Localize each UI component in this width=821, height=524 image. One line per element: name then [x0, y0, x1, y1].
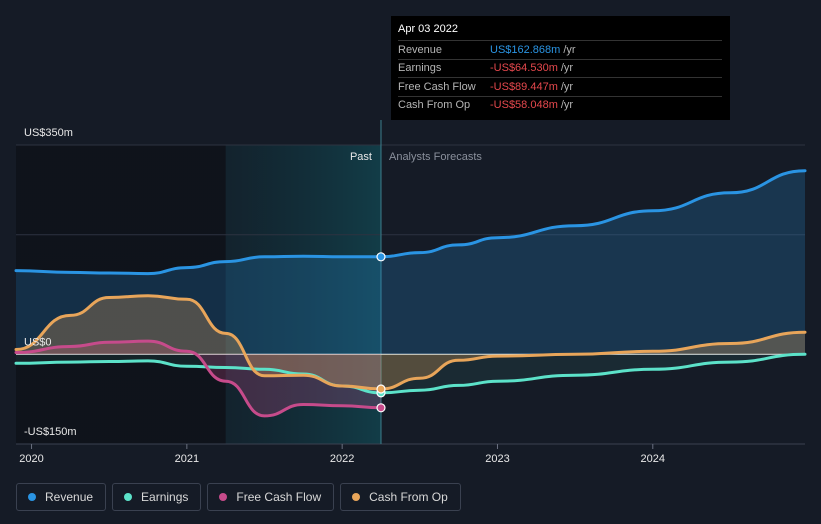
y-label-bottom: -US$150m [24, 426, 77, 438]
legend-item-free-cash-flow[interactable]: Free Cash Flow [207, 483, 335, 511]
legend-dot-icon [352, 493, 361, 501]
tooltip-value: -US$58.048m [490, 99, 558, 112]
x-tick-label: 2022 [330, 453, 354, 465]
area-earnings [16, 354, 805, 393]
tooltip-label: Free Cash Flow [398, 80, 476, 93]
legend-dot-icon [219, 493, 228, 501]
tooltip-unit: /yr [560, 80, 574, 93]
marker-revenue [376, 252, 386, 262]
legend-item-earnings[interactable]: Earnings [112, 483, 202, 511]
tooltip-unit: /yr [560, 62, 574, 75]
legend-label: Revenue [45, 490, 94, 504]
tooltip: Apr 03 2022 Revenue US$162.868m /yr Earn… [391, 16, 730, 120]
marker-cfo [376, 384, 386, 394]
tooltip-label: Revenue [398, 43, 443, 56]
x-tick-label: 2024 [641, 453, 665, 465]
y-label-top: US$350m [24, 127, 73, 139]
x-tick-label: 2020 [19, 453, 43, 465]
tooltip-value: -US$89.447m [490, 80, 558, 93]
legend-label: Cash From Op [369, 490, 448, 504]
line-fcf [14, 339, 383, 418]
highlight-region-shade [225, 145, 381, 444]
tooltip-label: Earnings [398, 62, 442, 75]
tooltip-row-free-cash-flow: Free Cash Flow -US$89.447m /yr [398, 77, 722, 96]
tooltip-label: Cash From Op [398, 99, 471, 112]
tooltip-value: -US$64.530m [490, 62, 558, 75]
marker-fcf [376, 403, 386, 413]
legend-label: Free Cash Flow [236, 490, 322, 504]
area-fcf [16, 341, 381, 416]
legend-dot-icon [124, 493, 133, 501]
tooltip-value: US$162.868m [490, 43, 561, 56]
tooltip-date: Apr 03 2022 [398, 23, 458, 35]
line-cfo [14, 294, 807, 391]
tooltip-row-earnings: Earnings -US$64.530m /yr [398, 58, 722, 78]
legend-dot-icon [28, 493, 36, 501]
tooltip-unit: /yr [560, 99, 574, 112]
past-label: Past [350, 151, 372, 163]
y-label-zero: US$0 [24, 336, 52, 348]
forecast-label: Analysts Forecasts [389, 151, 482, 163]
x-tick-label: 2021 [175, 453, 199, 465]
legend-label: Earnings [141, 490, 189, 504]
area-cfo [16, 295, 805, 389]
x-tick-label: 2023 [485, 453, 509, 465]
legend-item-cash-from-op[interactable]: Cash From Op [340, 483, 461, 511]
legend: Revenue Earnings Free Cash Flow Cash Fro… [16, 483, 461, 511]
legend-item-revenue[interactable]: Revenue [16, 483, 107, 511]
past-region-shade [16, 145, 226, 444]
tooltip-row-cash-from-op: Cash From Op -US$58.048m /yr [398, 95, 722, 115]
tooltip-row-revenue: Revenue US$162.868m /yr [398, 40, 722, 59]
line-revenue [14, 169, 807, 276]
area-revenue [16, 170, 805, 355]
tooltip-unit: /yr [563, 43, 576, 56]
